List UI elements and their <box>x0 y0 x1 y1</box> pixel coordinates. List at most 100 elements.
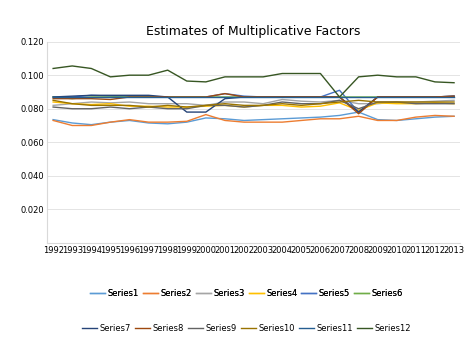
Series10 <box>203 103 209 108</box>
Series11 <box>299 95 304 99</box>
Series2 <box>260 120 266 124</box>
Series10 <box>89 103 94 108</box>
Series9 <box>299 102 304 106</box>
Series2 <box>184 119 190 124</box>
Series8 <box>89 96 94 101</box>
Series6 <box>432 95 438 99</box>
Series6 <box>127 95 132 99</box>
Line: Series10: Series10 <box>53 100 454 107</box>
Series11 <box>108 95 113 99</box>
Series1 <box>318 115 323 119</box>
Series12 <box>299 71 304 76</box>
Series12 <box>260 75 266 79</box>
Series7 <box>356 110 362 114</box>
Series11 <box>375 95 381 99</box>
Series1 <box>394 118 400 122</box>
Series9 <box>222 103 228 108</box>
Series2 <box>318 117 323 121</box>
Series1 <box>356 110 362 114</box>
Series1 <box>299 116 304 120</box>
Series11 <box>146 95 151 99</box>
Series1 <box>127 118 132 122</box>
Series10 <box>222 102 228 106</box>
Series1 <box>260 118 266 122</box>
Series6 <box>108 95 113 99</box>
Series12 <box>394 75 400 79</box>
Series10 <box>69 102 75 106</box>
Series3 <box>279 98 285 102</box>
Series7 <box>89 93 94 98</box>
Series8 <box>356 112 362 116</box>
Series5 <box>50 95 56 99</box>
Series7 <box>184 110 190 114</box>
Series6 <box>318 95 323 99</box>
Series8 <box>146 95 151 99</box>
Line: Series5: Series5 <box>53 90 454 112</box>
Series5 <box>394 95 400 99</box>
Series3 <box>375 102 381 106</box>
Series7 <box>318 95 323 99</box>
Series1 <box>184 120 190 124</box>
Series7 <box>50 95 56 99</box>
Series3 <box>165 102 171 106</box>
Series2 <box>337 117 342 121</box>
Series11 <box>394 95 400 99</box>
Series9 <box>356 107 362 111</box>
Series11 <box>203 95 209 99</box>
Series9 <box>146 105 151 109</box>
Series10 <box>451 100 457 104</box>
Series6 <box>146 95 151 99</box>
Series5 <box>375 95 381 99</box>
Series12 <box>337 95 342 99</box>
Series11 <box>356 95 362 99</box>
Series3 <box>222 100 228 104</box>
Series5 <box>413 95 419 99</box>
Series9 <box>50 105 56 109</box>
Series8 <box>222 92 228 96</box>
Series1 <box>432 115 438 119</box>
Series5 <box>184 95 190 99</box>
Series1 <box>241 118 247 122</box>
Series3 <box>241 100 247 104</box>
Series11 <box>260 95 266 99</box>
Series3 <box>146 102 151 106</box>
Series4 <box>375 101 381 105</box>
Series12 <box>413 75 419 79</box>
Series6 <box>375 95 381 99</box>
Series3 <box>184 102 190 106</box>
Series5 <box>260 95 266 99</box>
Series7 <box>432 95 438 99</box>
Series12 <box>375 73 381 77</box>
Series4 <box>260 103 266 108</box>
Series2 <box>299 118 304 122</box>
Series3 <box>127 100 132 104</box>
Series9 <box>108 105 113 109</box>
Series2 <box>108 120 113 124</box>
Series3 <box>203 103 209 108</box>
Series2 <box>356 114 362 118</box>
Series9 <box>184 107 190 111</box>
Series5 <box>241 94 247 98</box>
Series10 <box>432 100 438 104</box>
Series2 <box>146 120 151 124</box>
Series7 <box>413 95 419 99</box>
Series5 <box>165 95 171 99</box>
Series3 <box>318 100 323 104</box>
Series8 <box>413 95 419 99</box>
Series4 <box>356 108 362 112</box>
Series7 <box>146 93 151 98</box>
Series3 <box>451 98 457 102</box>
Series8 <box>337 95 342 99</box>
Series6 <box>50 95 56 99</box>
Series6 <box>413 95 419 99</box>
Series11 <box>241 95 247 99</box>
Line: Series12: Series12 <box>53 66 454 97</box>
Series1 <box>222 117 228 121</box>
Series6 <box>69 96 75 101</box>
Series2 <box>432 113 438 118</box>
Series1 <box>146 121 151 125</box>
Series2 <box>50 118 56 122</box>
Series10 <box>337 100 342 104</box>
Series9 <box>89 107 94 111</box>
Series12 <box>69 64 75 68</box>
